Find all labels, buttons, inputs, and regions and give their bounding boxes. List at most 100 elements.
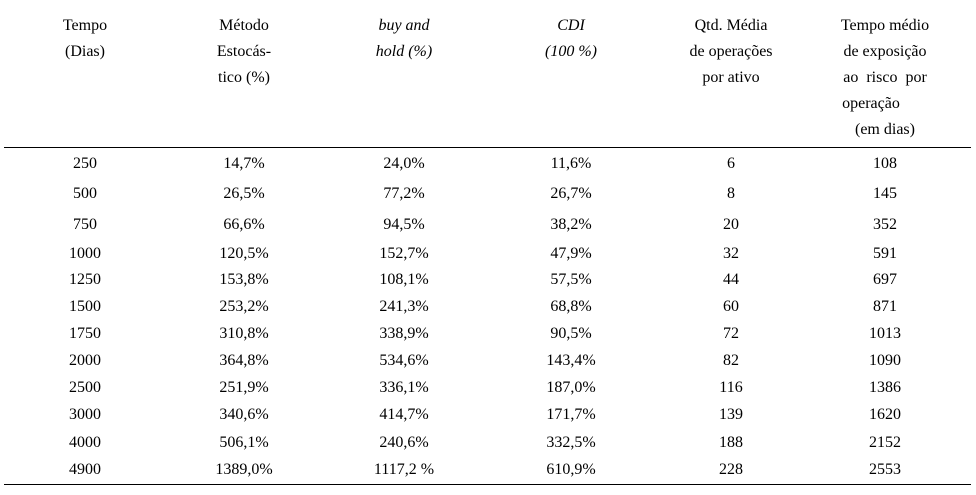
- table-cell: 228: [719, 461, 743, 478]
- table-cell: 82: [723, 352, 739, 369]
- table-cell: 1013: [869, 325, 901, 342]
- table-row: 2000 364,8% 534,6% 143,4% 82 1090: [0, 347, 976, 375]
- table-cell: 44: [723, 271, 739, 288]
- table-cell: 610,9%: [546, 461, 596, 478]
- header-metodo-estocastico: Método Estocás- tico (%): [169, 13, 319, 91]
- table-cell: 2152: [869, 434, 901, 451]
- table-cell: 332,5%: [546, 434, 596, 451]
- table-cell: 253,2%: [219, 298, 269, 315]
- table-cell: 11,6%: [550, 155, 592, 172]
- header-line: operação: [842, 95, 900, 112]
- header-line: hold (%): [375, 43, 433, 60]
- table-cell: 8: [727, 185, 735, 202]
- table-cell: 90,5%: [550, 325, 592, 342]
- header-line: de exposição: [843, 43, 927, 60]
- header-line: Tempo: [62, 17, 108, 34]
- table-cell: 871: [873, 298, 897, 315]
- table-cell: 250: [73, 155, 97, 172]
- table-cell: 116: [719, 379, 743, 396]
- header-line: ao risco por: [843, 69, 927, 86]
- table-cell: 20: [723, 216, 739, 233]
- table-cell: 1620: [869, 406, 901, 423]
- table-cell: 60: [723, 298, 739, 315]
- header-line: por ativo: [702, 69, 760, 86]
- table-cell: 152,7%: [379, 245, 429, 262]
- table-cell: 145: [873, 185, 897, 202]
- table-cell: 72: [723, 325, 739, 342]
- header-divider: [4, 147, 971, 148]
- header-qtd-media-operacoes: Qtd. Média de operações por ativo: [656, 13, 806, 91]
- table-cell: 14,7%: [223, 155, 265, 172]
- table-cell: 188: [719, 434, 743, 451]
- table-row: 4000 506,1% 240,6% 332,5% 188 2152: [0, 429, 976, 457]
- table-cell: 3000: [69, 406, 101, 423]
- table-cell: 108,1%: [379, 271, 429, 288]
- table-cell: 1090: [869, 352, 901, 369]
- table-cell: 153,8%: [219, 271, 269, 288]
- table-cell: 94,5%: [383, 216, 425, 233]
- table-cell: 6: [727, 155, 735, 172]
- table-cell: 336,1%: [379, 379, 429, 396]
- table-row: 250 14,7% 24,0% 11,6% 6 108: [0, 150, 976, 178]
- table-row: 1500 253,2% 241,3% 68,8% 60 871: [0, 293, 976, 321]
- table-bottom-rule: [4, 484, 971, 485]
- table-cell: 4900: [69, 461, 101, 478]
- table-row: 1000 120,5% 152,7% 47,9% 32 591: [0, 240, 976, 268]
- table-cell: 1389,0%: [215, 461, 273, 478]
- header-line: (Dias): [65, 43, 105, 60]
- table-cell: 352: [873, 216, 897, 233]
- table-cell: 697: [873, 271, 897, 288]
- header-buy-and-hold: buy and hold (%): [329, 13, 479, 65]
- table-cell: 77,2%: [383, 185, 425, 202]
- table-row: 4900 1389,0% 1117,2 % 610,9% 228 2553: [0, 456, 976, 484]
- table-row: 750 66,6% 94,5% 38,2% 20 352: [0, 211, 976, 239]
- table-cell: 534,6%: [379, 352, 429, 369]
- table-cell: 310,8%: [219, 325, 269, 342]
- table-cell: 750: [73, 216, 97, 233]
- table-cell: 241,3%: [379, 298, 429, 315]
- header-line: Método: [219, 17, 269, 34]
- table-cell: 24,0%: [383, 155, 425, 172]
- table-cell: 187,0%: [546, 379, 596, 396]
- header-tempo-dias: Tempo (Dias): [10, 13, 160, 65]
- table-cell: 1117,2 %: [373, 461, 435, 478]
- table-cell: 500: [73, 185, 97, 202]
- header-line: buy and: [378, 17, 430, 34]
- header-cdi: CDI (100 %): [496, 13, 646, 65]
- table-cell: 143,4%: [546, 352, 596, 369]
- table-cell: 2553: [869, 461, 901, 478]
- table-cell: 1250: [69, 271, 101, 288]
- table-cell: 414,7%: [379, 406, 429, 423]
- table-cell: 340,6%: [219, 406, 269, 423]
- header-line: tico (%): [218, 69, 270, 86]
- table-cell: 1000: [69, 245, 101, 262]
- table-cell: 1386: [869, 379, 901, 396]
- table-cell: 251,9%: [219, 379, 269, 396]
- header-line: (100 %): [545, 43, 597, 60]
- table-cell: 171,7%: [546, 406, 596, 423]
- table-cell: 108: [873, 155, 897, 172]
- table-cell: 68,8%: [550, 298, 592, 315]
- table-cell: 591: [873, 245, 897, 262]
- table-cell: 4000: [69, 434, 101, 451]
- header-tempo-medio-exposicao: Tempo médio de exposição ao risco por op…: [800, 13, 970, 143]
- header-line: Estocás-: [216, 43, 272, 60]
- table-cell: 139: [719, 406, 743, 423]
- table-cell: 2000: [69, 352, 101, 369]
- table-row: 1250 153,8% 108,1% 57,5% 44 697: [0, 266, 976, 294]
- table-row: 2500 251,9% 336,1% 187,0% 116 1386: [0, 374, 976, 402]
- header-line: Qtd. Média: [694, 17, 768, 34]
- table-cell: 57,5%: [550, 271, 592, 288]
- table-row: 3000 340,6% 414,7% 171,7% 139 1620: [0, 401, 976, 429]
- table-cell: 2500: [69, 379, 101, 396]
- table-cell: 120,5%: [219, 245, 269, 262]
- table-cell: 364,8%: [219, 352, 269, 369]
- table-cell: 26,7%: [550, 185, 592, 202]
- table-cell: 38,2%: [550, 216, 592, 233]
- table-cell: 32: [723, 245, 739, 262]
- table-cell: 240,6%: [379, 434, 429, 451]
- table-cell: 506,1%: [219, 434, 269, 451]
- table-cell: 1750: [69, 325, 101, 342]
- header-line: (em dias): [855, 121, 915, 138]
